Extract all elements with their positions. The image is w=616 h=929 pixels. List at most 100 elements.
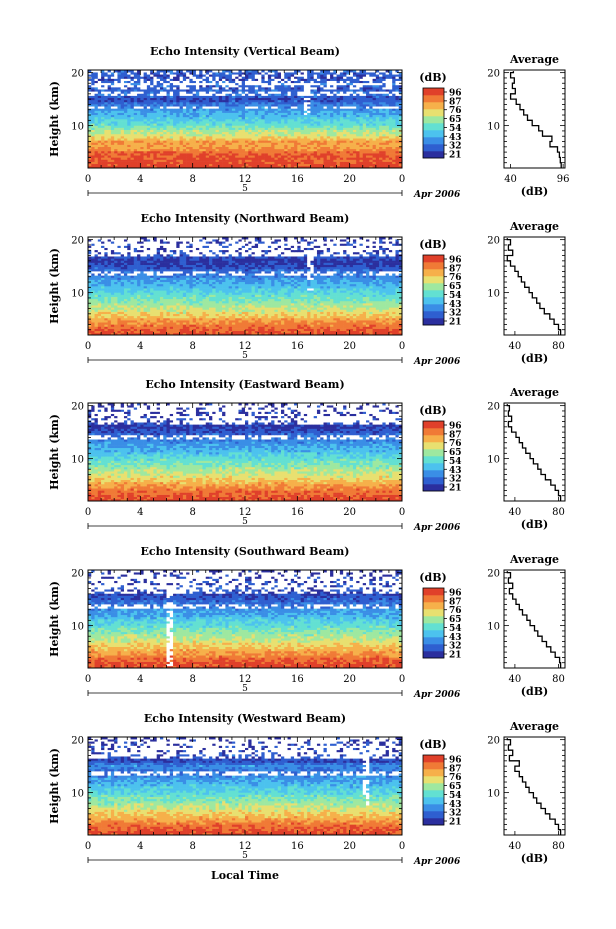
heatmap-cell bbox=[110, 326, 115, 329]
heatmap-cell bbox=[137, 114, 141, 118]
heatmap-cell bbox=[346, 157, 350, 160]
heatmap-cell-gap bbox=[362, 82, 367, 86]
heatmap-cell bbox=[290, 129, 295, 133]
heatmap-cell bbox=[316, 330, 321, 334]
heatmap-cell bbox=[267, 76, 272, 79]
heatmap-cell bbox=[166, 70, 171, 73]
heatmap-cell bbox=[320, 142, 324, 145]
heatmap-cell bbox=[231, 123, 236, 126]
heatmap-cell-gap bbox=[179, 91, 184, 94]
heatmap-cell bbox=[313, 159, 318, 162]
heatmap-cell bbox=[369, 131, 373, 135]
heatmap-cell bbox=[362, 155, 367, 158]
heatmap-cell bbox=[107, 153, 112, 156]
heatmap-cell bbox=[290, 91, 295, 94]
heatmap-cell bbox=[303, 78, 308, 81]
heatmap-cell-gap bbox=[359, 84, 364, 88]
heatmap-cell bbox=[235, 72, 239, 75]
heatmap-cell bbox=[245, 161, 249, 165]
heatmap-cell bbox=[349, 330, 354, 334]
heatmap-cell-gap bbox=[189, 93, 193, 96]
heatmap-cell bbox=[310, 74, 314, 77]
heatmap-cell bbox=[277, 119, 282, 122]
heatmap-cell bbox=[186, 136, 190, 139]
heatmap-cell bbox=[169, 121, 174, 124]
heatmap-cell bbox=[290, 155, 295, 158]
heatmap-cell bbox=[303, 328, 308, 332]
heatmap-cell bbox=[195, 163, 200, 167]
heatmap-cell bbox=[349, 80, 354, 84]
heatmap-cell bbox=[362, 131, 367, 135]
heatmap-cell bbox=[339, 125, 344, 128]
heatmap-cell bbox=[254, 142, 259, 145]
heatmap-cell bbox=[123, 163, 128, 167]
heatmap-cell bbox=[294, 72, 298, 75]
heatmap-cell bbox=[385, 127, 390, 130]
heatmap-cell bbox=[173, 76, 177, 79]
heatmap-cell-gap bbox=[245, 106, 249, 109]
heatmap-cell bbox=[238, 163, 243, 167]
heatmap-cell bbox=[231, 330, 236, 334]
heatmap-cell bbox=[159, 159, 164, 162]
heatmap-cell bbox=[205, 129, 210, 133]
heatmap-cell-gap bbox=[110, 76, 115, 79]
heatmap-cell bbox=[362, 121, 367, 124]
heatmap-cell bbox=[330, 159, 334, 162]
heatmap-cell bbox=[173, 127, 177, 130]
heatmap-cell bbox=[195, 93, 200, 96]
heatmap-cell bbox=[343, 116, 347, 120]
heatmap-cell bbox=[231, 125, 236, 128]
heatmap-cell bbox=[225, 116, 229, 120]
heatmap-cell bbox=[212, 119, 216, 122]
heatmap-cell-gap bbox=[310, 80, 314, 84]
heatmap-cell-gap bbox=[202, 80, 207, 84]
heatmap-cell bbox=[153, 131, 157, 135]
heatmap-cell bbox=[349, 138, 354, 141]
heatmap-cell bbox=[195, 140, 200, 143]
heatmap-cell bbox=[264, 125, 269, 128]
heatmap-cell bbox=[382, 155, 386, 158]
heatmap-cell-gap bbox=[330, 87, 334, 90]
heatmap-cell bbox=[146, 328, 151, 332]
heatmap-cell bbox=[307, 80, 311, 84]
heatmap-cell bbox=[150, 328, 154, 332]
heatmap-cell bbox=[97, 146, 102, 150]
heatmap-cell bbox=[107, 155, 112, 158]
heatmap-cell bbox=[238, 123, 243, 126]
heatmap-cell bbox=[339, 146, 344, 150]
heatmap-cell bbox=[330, 138, 334, 141]
heatmap-cell bbox=[251, 326, 256, 329]
heatmap-cell bbox=[163, 150, 167, 154]
heatmap-cell bbox=[356, 74, 360, 77]
heatmap-cell bbox=[140, 129, 144, 133]
heatmap-cell bbox=[343, 72, 347, 75]
heatmap-cell bbox=[173, 133, 177, 137]
colorbar-segment bbox=[423, 98, 444, 101]
heatmap-cell bbox=[133, 110, 138, 113]
heatmap-cell bbox=[303, 133, 308, 137]
heatmap-cell bbox=[238, 155, 243, 158]
heatmap-cell-gap bbox=[388, 87, 393, 90]
heatmap-cell bbox=[274, 131, 279, 135]
heatmap-cell bbox=[182, 125, 187, 128]
heatmap-cell bbox=[159, 89, 164, 92]
heatmap-cell bbox=[323, 332, 328, 336]
heatmap-cell bbox=[127, 97, 131, 101]
heatmap-cell bbox=[107, 129, 112, 133]
heatmap-cell bbox=[156, 165, 161, 169]
heatmap-cell bbox=[352, 84, 357, 88]
heatmap-cell bbox=[114, 163, 118, 167]
heatmap-cell bbox=[264, 150, 269, 154]
heatmap-cell bbox=[395, 136, 400, 139]
heatmap-cell bbox=[375, 153, 380, 156]
heatmap-cell bbox=[274, 125, 279, 128]
heatmap-cell bbox=[307, 144, 311, 147]
heatmap-cell bbox=[123, 146, 128, 150]
heatmap-cell bbox=[398, 127, 403, 130]
heatmap-cell bbox=[114, 112, 118, 116]
heatmap-cell bbox=[307, 76, 311, 79]
heatmap-cell bbox=[104, 159, 108, 162]
heatmap-cell bbox=[189, 114, 193, 118]
heatmap-cell bbox=[140, 140, 144, 143]
heatmap-cell bbox=[382, 138, 386, 141]
